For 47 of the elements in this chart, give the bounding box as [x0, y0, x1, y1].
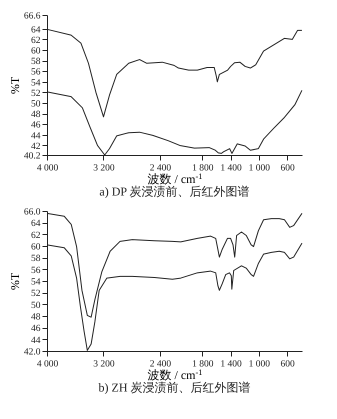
- text: a) DP 炭浸渍前、后红外图谱: [99, 184, 250, 198]
- x-tick-label: 1 800: [192, 164, 214, 174]
- y-tick-label: 44: [31, 131, 41, 142]
- y-tick-label: 48: [31, 312, 41, 322]
- y-axis-title: %T: [8, 272, 22, 290]
- x-tick-label: 3 200: [93, 360, 115, 370]
- y-tick-label: 62: [31, 36, 41, 46]
- y-tick-label: 46: [31, 324, 41, 334]
- x-tick-label: 600: [280, 164, 295, 174]
- x-tick-label: 4 000: [36, 164, 58, 174]
- x-tick-label: 2 400: [150, 164, 172, 174]
- x-tick-label: 1 400: [220, 164, 242, 174]
- y-tick-label: 56: [31, 68, 41, 78]
- x-axis-title: 波数 / cm$^{-1}$: [148, 172, 202, 186]
- y-tick-label: 54: [31, 278, 41, 288]
- y-tick-label: 54: [31, 78, 41, 88]
- y-axis-title: %T: [8, 76, 22, 94]
- y-tick-label: 60: [31, 46, 41, 56]
- y-tick-label: 50: [31, 100, 41, 110]
- y-tick-label: 60: [31, 242, 41, 252]
- y-tick-label: 52: [31, 88, 41, 99]
- y-tick-label: 46: [31, 120, 41, 131]
- y-tick-label: 44: [31, 336, 41, 346]
- x-tick-label: 600: [280, 360, 295, 370]
- y-tick-label: 56: [31, 266, 41, 276]
- y-tick-label: 58: [31, 254, 41, 264]
- x-tick-label: 3 200: [93, 164, 115, 174]
- x-tick-label: 1 000: [248, 360, 270, 370]
- x-tick-label: 4 000: [36, 360, 58, 370]
- x-axis-title: 波数 / cm$^{-1}$: [148, 368, 202, 382]
- x-tick-label: 2 400: [150, 360, 172, 370]
- x-tick-label: 1 000: [248, 164, 270, 174]
- x-tick-label: 1 400: [220, 360, 242, 370]
- y-tick-label: 58: [31, 57, 41, 68]
- y-tick-label: 64: [31, 219, 41, 230]
- x-tick-label: 1 800: [192, 360, 214, 370]
- y-tick-label: 62: [31, 230, 41, 241]
- y-tick-label: 64: [31, 25, 41, 36]
- y-tick-label: 48: [31, 110, 41, 120]
- text: b) ZH 炭浸渍前、后红外图谱: [98, 380, 250, 394]
- y-tick-label: 50: [31, 300, 41, 311]
- y-tick-label: 66.6: [24, 12, 41, 22]
- y-tick-label: 66.0: [24, 208, 41, 218]
- y-tick-label: 52: [31, 289, 41, 300]
- y-tick-label: 42.0: [24, 348, 41, 358]
- y-tick-label: 40.2: [24, 152, 41, 162]
- y-tick-label: 42: [31, 142, 41, 152]
